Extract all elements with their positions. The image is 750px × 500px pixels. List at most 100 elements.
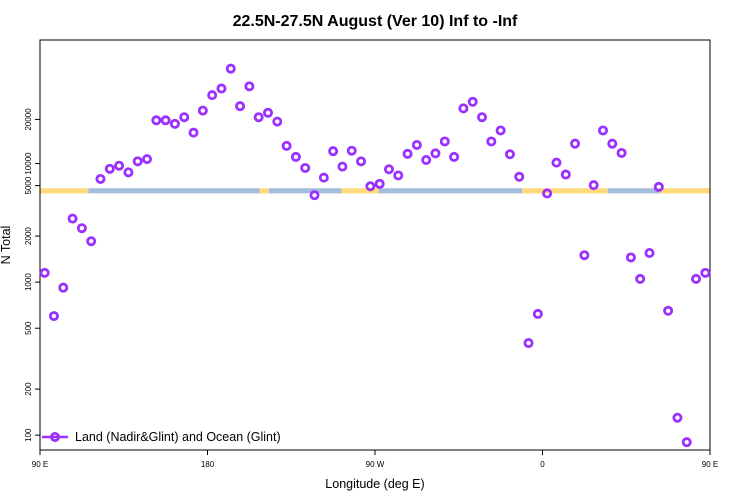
legend-label: Land (Nadir&Glint) and Ocean (Glint)	[75, 430, 281, 444]
data-point	[235, 101, 246, 112]
data-point	[411, 139, 422, 150]
data-point	[523, 338, 534, 349]
data-point	[700, 267, 711, 278]
data-point	[95, 173, 106, 184]
data-point	[337, 161, 348, 172]
data-point	[560, 169, 571, 180]
data-point	[356, 156, 367, 167]
data-point	[86, 236, 97, 247]
data-point	[672, 412, 683, 423]
data-point	[67, 213, 78, 224]
data-point	[402, 148, 413, 159]
data-point	[244, 81, 255, 92]
data-point	[542, 188, 553, 199]
x-axis: 90 E 180 90 W 0 90 E	[32, 450, 718, 469]
legend: Land (Nadir&Glint) and Ocean (Glint)	[42, 430, 281, 444]
x-tick-label: 0	[540, 460, 545, 469]
data-point	[653, 181, 664, 192]
chart-title: 22.5N-27.5N August (Ver 10) Inf to -Inf	[233, 13, 518, 30]
data-point	[439, 136, 450, 147]
data-point	[151, 115, 162, 126]
y-tick-label: 1000	[24, 273, 33, 291]
band-segment-ocean	[378, 188, 523, 194]
data-point	[579, 250, 590, 261]
data-point	[551, 157, 562, 168]
data-point	[281, 140, 292, 151]
x-tick-label: 90 E	[702, 460, 718, 469]
data-point	[290, 151, 301, 162]
x-tick-label: 90 W	[366, 460, 385, 469]
data-point	[169, 118, 180, 129]
data-point	[663, 305, 674, 316]
data-point	[318, 172, 329, 183]
data-point	[616, 147, 627, 158]
data-point	[225, 63, 236, 74]
data-point	[346, 145, 357, 156]
data-point	[486, 136, 497, 147]
data-point	[607, 138, 618, 149]
data-point	[383, 164, 394, 175]
x-axis-label: Longitude (deg E)	[325, 477, 424, 491]
data-point	[142, 154, 153, 165]
band-segment-ocean	[88, 188, 260, 194]
data-point	[216, 83, 227, 94]
data-point	[197, 105, 208, 116]
band-segment-land	[40, 188, 89, 194]
data-point	[123, 167, 134, 178]
data-point	[625, 252, 636, 263]
y-tick-label: 100	[24, 428, 33, 442]
data-point	[104, 163, 115, 174]
data-point	[681, 437, 692, 448]
band-segment-ocean	[268, 188, 342, 194]
x-tick-label: 90 E	[32, 460, 48, 469]
x-tick-label: 180	[201, 460, 215, 469]
y-tick-label: 5000	[24, 176, 33, 194]
band-segment-land	[259, 188, 269, 194]
data-point	[495, 125, 506, 136]
data-point	[207, 90, 218, 101]
data-point	[691, 273, 702, 284]
data-point	[300, 162, 311, 173]
data-point	[644, 248, 655, 259]
data-point	[421, 154, 432, 165]
data-point	[39, 267, 50, 278]
data-point	[467, 96, 478, 107]
data-point	[365, 181, 376, 192]
data-point	[262, 107, 273, 118]
band-segment-land	[659, 188, 710, 194]
data-point	[449, 151, 460, 162]
y-tick-label: 2000	[24, 227, 33, 245]
data-point	[48, 311, 59, 322]
data-point	[458, 103, 469, 114]
band-segment-land	[341, 188, 379, 194]
data-point	[272, 116, 283, 127]
y-tick-label: 500	[24, 321, 33, 335]
data-point	[504, 149, 515, 160]
data-point	[635, 273, 646, 284]
data-point	[514, 171, 525, 182]
data-point	[132, 156, 143, 167]
data-point	[188, 127, 199, 138]
data-point	[160, 115, 171, 126]
y-tick-label: 20000	[24, 108, 33, 131]
data-point	[328, 146, 339, 157]
data-point	[76, 223, 87, 234]
data-point	[393, 170, 404, 181]
data-point	[253, 112, 264, 123]
data-point	[570, 138, 581, 149]
data-point	[179, 112, 190, 123]
data-point	[374, 178, 385, 189]
data-point	[309, 190, 320, 201]
data-point	[532, 308, 543, 319]
data-point	[58, 282, 69, 293]
data-point	[114, 160, 125, 171]
band-segment-land	[522, 188, 608, 194]
data-point	[588, 180, 599, 191]
band-segment-ocean	[607, 188, 660, 194]
legend-marker-swatch	[50, 431, 61, 442]
data-point	[597, 125, 608, 136]
y-tick-label: 200	[24, 382, 33, 396]
